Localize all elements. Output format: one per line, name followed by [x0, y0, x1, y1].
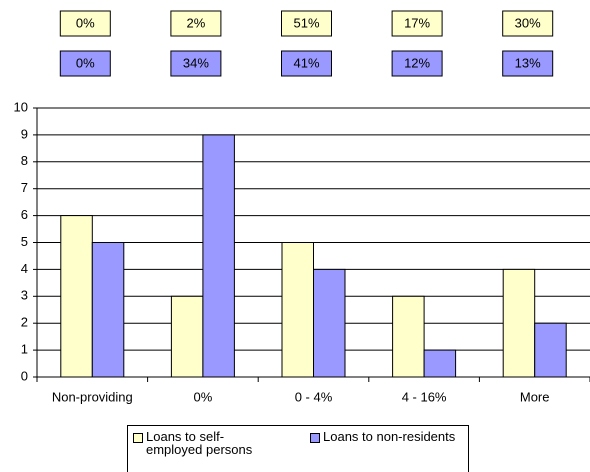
share-box — [502, 50, 554, 77]
share-label: 12% — [404, 55, 430, 70]
bar — [91, 242, 125, 378]
share-box — [170, 10, 222, 37]
bar — [502, 268, 536, 378]
x-tick-label: 4 - 16% — [402, 389, 447, 404]
y-tick-label: 7 — [21, 180, 28, 195]
legend-swatch — [133, 433, 143, 443]
bar — [392, 295, 425, 378]
bar — [281, 242, 314, 378]
y-tick-label: 8 — [21, 153, 28, 168]
y-tick-label: 0 — [21, 368, 28, 383]
share-box — [502, 10, 554, 37]
bar — [423, 349, 457, 378]
share-label: 2% — [187, 15, 206, 30]
x-tick-label: 0% — [194, 389, 213, 404]
y-tick-label: 3 — [21, 288, 28, 303]
bar — [170, 295, 204, 378]
y-tick-label: 2 — [21, 315, 28, 330]
share-box — [170, 50, 222, 77]
legend-label: Loans to self-employed persons — [146, 429, 253, 457]
x-tick-label: More — [520, 389, 550, 404]
share-box — [281, 50, 332, 77]
share-label: 30% — [515, 15, 541, 30]
y-tick-label: 10 — [14, 99, 28, 114]
share-box — [59, 50, 111, 77]
share-label: 13% — [515, 55, 541, 70]
legend-label: Loans to non-residents — [323, 429, 456, 444]
share-label: 41% — [293, 55, 319, 70]
y-tick-label: 4 — [21, 261, 28, 276]
share-label: 34% — [183, 55, 209, 70]
y-tick-label: 9 — [21, 126, 28, 141]
share-box — [391, 50, 443, 77]
legend: Loans to self-employed persons Loans to n… — [127, 425, 469, 472]
bar — [313, 268, 346, 378]
y-tick-label: 5 — [21, 234, 28, 249]
share-label: 0% — [76, 55, 95, 70]
y-tick-label: 1 — [21, 342, 28, 357]
share-label: 51% — [293, 15, 319, 30]
share-box — [391, 10, 443, 37]
x-tick-label: Non-providing — [52, 389, 133, 404]
share-box — [59, 10, 111, 37]
bar — [202, 134, 235, 378]
y-tick-label: 6 — [21, 207, 28, 222]
legend-swatch — [310, 433, 320, 443]
share-label: 17% — [404, 15, 430, 30]
x-tick-label: 0 - 4% — [295, 389, 333, 404]
share-box — [281, 10, 332, 37]
bar — [534, 322, 567, 378]
share-label: 0% — [76, 15, 95, 30]
bar — [60, 215, 93, 378]
